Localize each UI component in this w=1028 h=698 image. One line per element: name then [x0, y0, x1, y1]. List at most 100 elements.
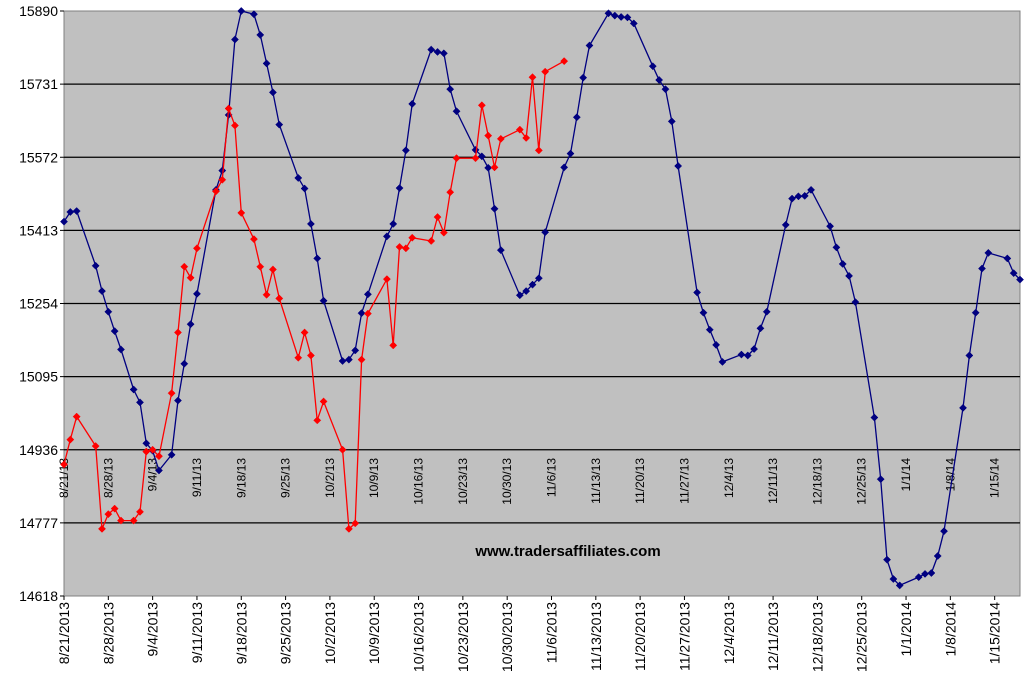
data-point [306, 219, 315, 228]
data-point [142, 447, 151, 456]
data-point [838, 259, 847, 268]
data-point [610, 11, 619, 20]
data-point [382, 232, 391, 241]
data-point [452, 154, 461, 163]
data-point [174, 328, 182, 337]
data-point [496, 134, 505, 143]
data-point [940, 527, 948, 536]
data-point [275, 120, 284, 129]
data-point [237, 208, 246, 217]
data-point [1009, 269, 1018, 278]
data-point [477, 101, 486, 110]
inner-date-label: 10/30/13 [500, 458, 514, 505]
data-point [870, 413, 879, 422]
y-tick-label: 15890 [19, 3, 58, 19]
data-point [98, 287, 106, 296]
data-point [142, 439, 151, 448]
x-tick-label: 10/23/2013 [455, 602, 471, 672]
data-point [104, 510, 113, 519]
data-point [446, 85, 455, 94]
data-point [382, 275, 391, 284]
data-point [224, 104, 233, 113]
data-point [522, 287, 531, 296]
data-point [180, 262, 189, 271]
x-tick-label: 12/25/2013 [854, 602, 870, 672]
data-point [91, 442, 100, 451]
y-tick-label: 14618 [19, 588, 58, 604]
inner-date-label: 8/28/13 [101, 458, 115, 498]
data-point [306, 351, 315, 360]
data-point [528, 280, 537, 289]
data-point [98, 524, 106, 533]
data-point [971, 308, 980, 317]
data-point [104, 307, 113, 316]
data-point [148, 445, 157, 454]
inner-date-label: 11/27/13 [677, 458, 691, 504]
data-point [110, 504, 119, 513]
data-point [193, 289, 201, 298]
data-point [927, 569, 936, 577]
data-point [408, 99, 417, 108]
data-point [237, 7, 246, 15]
data-point [699, 308, 708, 317]
inner-date-label: 11/6/13 [544, 458, 558, 497]
x-tick-label: 11/27/2013 [676, 602, 692, 671]
data-point [788, 194, 797, 203]
data-point [883, 555, 891, 564]
x-tick-label: 10/30/2013 [499, 602, 515, 672]
data-point [750, 345, 759, 353]
data-point [756, 324, 765, 333]
data-point [914, 573, 923, 582]
inner-date-label: 12/18/13 [810, 458, 824, 505]
data-point [180, 359, 189, 368]
data-point [851, 298, 860, 307]
x-tick-label: 10/2/2013 [322, 602, 338, 664]
data-point [1003, 254, 1012, 263]
data-point [674, 162, 683, 170]
data-point [629, 19, 638, 28]
data-point [807, 185, 816, 194]
data-point [579, 73, 588, 82]
data-point [604, 9, 613, 18]
data-point [249, 10, 258, 19]
data-point [344, 355, 353, 364]
data-point [515, 125, 524, 134]
data-point [705, 325, 714, 334]
data-point [433, 213, 442, 221]
data-point [60, 460, 68, 469]
data-point [319, 296, 328, 305]
x-tick-label: 1/1/2014 [898, 602, 914, 657]
x-tick-label: 11/13/2013 [588, 602, 604, 671]
data-point [439, 49, 448, 58]
data-point [313, 416, 322, 425]
x-tick-label: 9/4/2013 [145, 602, 161, 657]
series-2 [60, 57, 569, 533]
data-point [401, 146, 410, 155]
x-tick-label: 8/28/2013 [100, 602, 116, 664]
data-point [357, 309, 366, 318]
data-point [515, 291, 524, 300]
data-point [129, 385, 138, 394]
data-point [978, 264, 986, 273]
data-point [357, 355, 366, 364]
data-point [984, 248, 993, 257]
data-point [351, 346, 360, 355]
data-point [66, 435, 75, 444]
data-point [693, 288, 702, 297]
y-tick-label: 15095 [19, 369, 58, 385]
inner-date-label: 9/25/13 [279, 458, 293, 498]
x-tick-label: 9/25/2013 [278, 602, 294, 664]
data-point [363, 309, 372, 318]
data-point [477, 152, 486, 161]
inner-date-label: 12/25/13 [855, 458, 869, 505]
inner-date-label: 12/11/13 [766, 458, 780, 504]
inner-date-label: 10/9/13 [367, 458, 381, 498]
x-tick-label: 9/18/2013 [233, 602, 249, 664]
y-tick-label: 15731 [19, 76, 58, 92]
data-point [338, 357, 347, 365]
inner-date-label: 9/18/13 [234, 458, 248, 498]
data-point [832, 243, 841, 252]
x-tick-label: 1/15/2014 [987, 602, 1003, 664]
data-point [389, 219, 398, 228]
